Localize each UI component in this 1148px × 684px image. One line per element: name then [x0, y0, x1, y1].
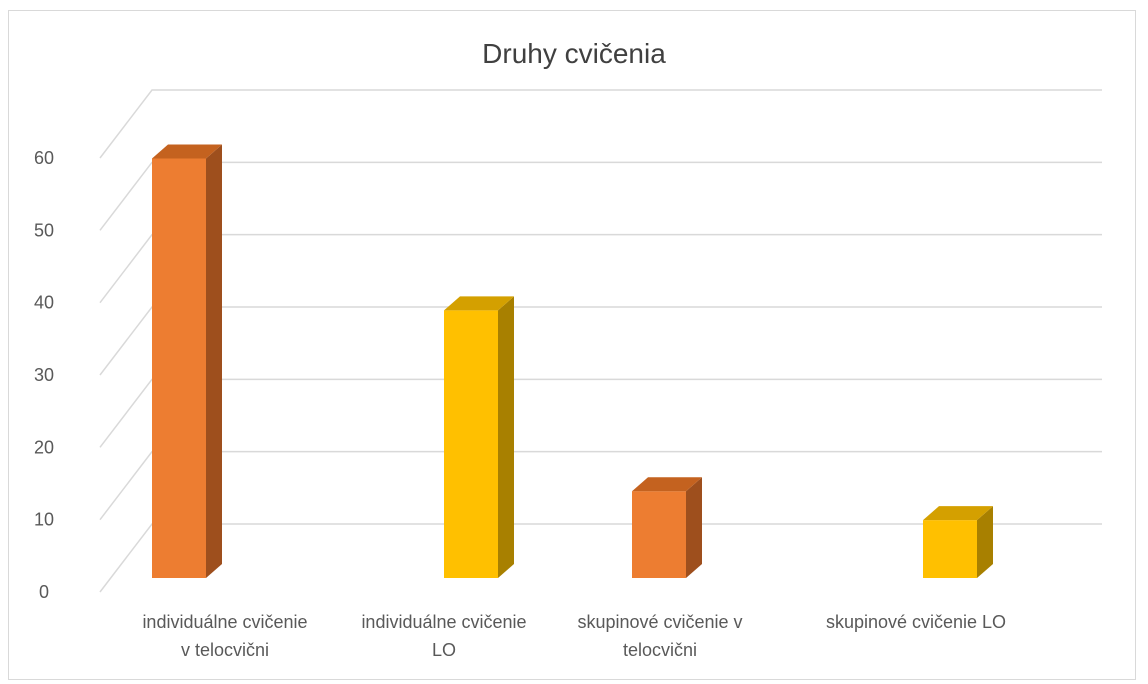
gridline — [99, 89, 1102, 159]
x-category-label: individuálne cvičenie — [142, 612, 307, 632]
bar-front — [923, 520, 977, 578]
bar-top — [444, 296, 514, 311]
y-tick-label: 60 — [34, 148, 54, 168]
bar — [923, 506, 993, 578]
bar-side — [686, 477, 702, 578]
bar-side — [977, 506, 993, 578]
x-category-label: telocvični — [623, 640, 697, 660]
bar-top — [632, 477, 702, 492]
chart-title: Druhy cvičenia — [482, 38, 666, 69]
y-tick-label: 10 — [34, 510, 54, 530]
bars — [152, 144, 993, 578]
x-category-label: v telocvični — [181, 640, 269, 660]
bar-side — [206, 144, 222, 578]
x-axis-categories: individuálne cvičenie v telocvični individ… — [142, 612, 1006, 660]
x-category-label: skupinové cvičenie LO — [826, 612, 1006, 632]
gridline — [99, 233, 1102, 304]
bar — [632, 477, 702, 578]
y-tick-label: 40 — [34, 293, 54, 313]
bar-front — [152, 158, 206, 578]
y-tick-label: 0 — [39, 582, 49, 602]
x-category-label: individuálne cvičenie — [361, 612, 526, 632]
gridline — [99, 306, 1102, 376]
bar-side — [498, 296, 514, 578]
bar-top — [152, 144, 222, 159]
y-tick-label: 50 — [34, 220, 54, 240]
y-tick-label: 30 — [34, 365, 54, 385]
bar — [444, 296, 514, 578]
x-category-label: skupinové cvičenie v — [577, 612, 742, 632]
y-tick-label: 20 — [34, 437, 54, 457]
gridline — [99, 161, 1102, 231]
bar-top — [923, 506, 993, 521]
bar-front — [444, 310, 498, 578]
gridline — [99, 378, 1102, 448]
y-axis-ticks: 0 10 20 30 40 50 60 — [34, 148, 54, 602]
x-category-label: LO — [432, 640, 456, 660]
bar-front — [632, 491, 686, 578]
bar — [152, 144, 222, 578]
